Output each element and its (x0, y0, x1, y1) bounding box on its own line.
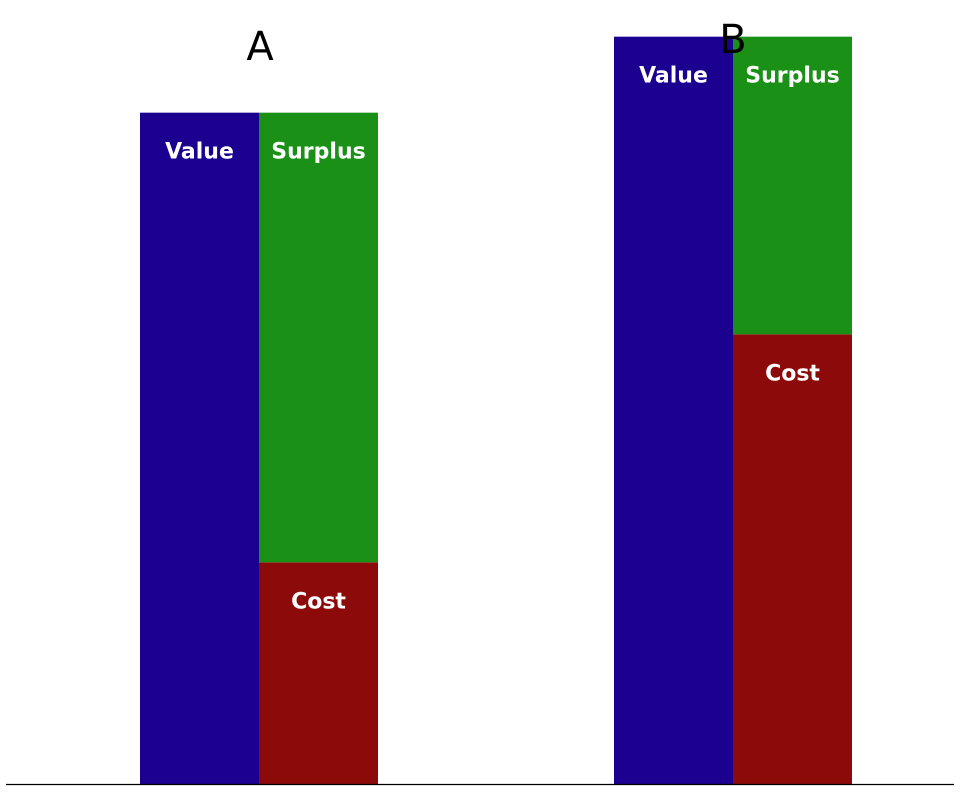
cost-bar-label: Cost (291, 589, 346, 614)
cost-bar-label: Cost (765, 361, 820, 386)
value-bar (614, 36, 733, 784)
value-bar (140, 112, 259, 784)
panel-title: B (719, 17, 746, 63)
value-bar-label: Value (639, 64, 708, 89)
panel-title: A (246, 24, 274, 70)
cost-bar (259, 562, 378, 784)
panel-a: Value Cost Surplus A (140, 24, 378, 784)
value-bar-label: Value (165, 140, 234, 165)
cost-bar (733, 334, 852, 784)
surplus-bar (259, 112, 378, 563)
surplus-bar-label: Surplus (271, 140, 365, 165)
surplus-bar-label: Surplus (745, 64, 839, 89)
surplus-bar (733, 36, 852, 335)
